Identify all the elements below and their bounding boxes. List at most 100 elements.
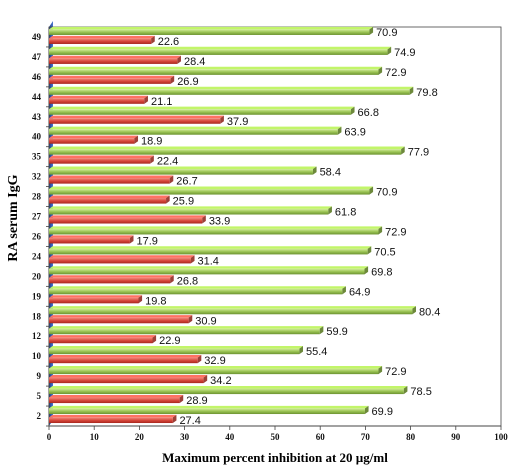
bar-series-2 <box>49 366 383 375</box>
y-tick-label: 2 <box>37 411 42 421</box>
data-label: 72.9 <box>385 226 406 238</box>
bar-series-2 <box>49 66 383 75</box>
bar-top-face <box>49 135 139 139</box>
bar-end-face <box>202 215 206 224</box>
data-label: 22.9 <box>159 335 180 347</box>
data-label: 21.1 <box>151 96 172 108</box>
bar-series-1 <box>49 195 170 204</box>
data-label: 25.9 <box>173 196 194 208</box>
bar-front-face <box>49 417 173 424</box>
bar-top-face <box>49 146 405 150</box>
data-label: 32.9 <box>204 355 225 367</box>
bar-top-face <box>49 106 355 110</box>
y-tick-label: 49 <box>32 32 42 42</box>
data-label: 69.8 <box>371 266 392 278</box>
bar-top-face <box>49 255 195 258</box>
bar-series-1 <box>49 95 148 104</box>
bar-front-face <box>49 178 170 184</box>
bar-series-2 <box>49 126 342 135</box>
bar-end-face <box>367 246 372 255</box>
bar-top-face <box>49 35 155 39</box>
y-tick-label: 18 <box>32 311 42 321</box>
bar-end-face <box>364 266 369 275</box>
bar-series-2 <box>49 106 355 115</box>
bar-series-2 <box>49 326 324 335</box>
bar-front-face <box>49 308 413 315</box>
bar-end-face <box>179 394 184 404</box>
data-label: 27.4 <box>179 415 200 427</box>
x-axis-label: Maximum percent inhibition at 20 µg/ml <box>162 450 388 465</box>
bar-end-face <box>172 414 177 424</box>
y-tick-label: 24 <box>32 251 42 261</box>
bar-end-face <box>328 206 332 215</box>
x-tick-labels: 0 10 20 30 40 50 60 70 80 90 100 <box>47 426 508 442</box>
bar-top-face <box>49 95 148 99</box>
bar-series-2 <box>49 385 408 395</box>
bar-end-face <box>350 106 355 115</box>
data-label: 61.8 <box>335 207 356 219</box>
bar-front-face <box>49 69 379 75</box>
bar-top-face <box>49 366 383 369</box>
bar-top-face <box>49 155 154 159</box>
bar-series-2 <box>49 246 372 255</box>
bar-front-face <box>49 257 191 264</box>
bar-series-1 <box>49 235 134 244</box>
bar-top-face <box>49 195 170 198</box>
data-label: 80.4 <box>419 306 440 318</box>
data-label: 72.9 <box>385 67 406 79</box>
data-label: 28.4 <box>184 56 205 68</box>
x-tick-label: 10 <box>90 432 100 442</box>
bar-front-face <box>49 388 404 395</box>
bar-front-face <box>49 78 171 84</box>
bar-front-face <box>49 408 365 415</box>
bar-top-face <box>49 326 324 329</box>
bar-front-face <box>49 268 365 275</box>
bar-front-face <box>49 138 135 144</box>
bar-top-face <box>49 266 369 269</box>
bar-front-face <box>49 368 379 375</box>
x-tick-label: 50 <box>271 432 281 442</box>
bar-top-face <box>49 126 342 130</box>
bar-end-face <box>190 255 195 264</box>
data-label: 70.9 <box>376 187 397 199</box>
bar-front-face <box>49 149 402 155</box>
bar-series-2 <box>49 226 383 235</box>
x-tick-label: 100 <box>494 432 508 442</box>
y-tick-label: 5 <box>37 391 42 401</box>
bar-top-face <box>49 394 184 398</box>
y-tick-label: 27 <box>32 212 42 222</box>
bar-front-face <box>49 228 379 235</box>
bar-top-face <box>49 275 174 278</box>
bar-series-1 <box>49 115 224 124</box>
bar-end-face <box>369 186 374 195</box>
bar-series-2 <box>49 26 374 35</box>
data-label: 63.9 <box>344 127 365 139</box>
bar-end-face <box>401 146 405 155</box>
data-label: 30.9 <box>195 315 216 327</box>
bar-series-2 <box>49 86 414 95</box>
bar-series-1 <box>49 215 206 224</box>
bar-front-face <box>49 98 145 104</box>
bar-top-face <box>49 346 304 349</box>
y-tick-label: 35 <box>32 152 42 162</box>
x-tick-label: 70 <box>361 432 371 442</box>
bar-front-face <box>49 49 388 55</box>
bar-end-face <box>138 295 143 304</box>
bar-top-face <box>49 226 383 229</box>
x-tick-label: 40 <box>225 432 235 442</box>
bar-top-face <box>49 246 372 249</box>
bar-end-face <box>403 385 408 395</box>
bar-series-1 <box>49 335 157 344</box>
y-tick-label: 46 <box>32 72 42 82</box>
bar-end-face <box>166 195 170 204</box>
data-labels-group: 27.4 69.9 28.9 78.5 34.2 72.9 32.9 55.4 22.9 59.9… <box>137 27 441 427</box>
data-label: 34.2 <box>210 375 231 387</box>
data-label: 37.9 <box>227 116 248 128</box>
bar-front-face <box>49 217 203 224</box>
bar-end-face <box>342 286 346 295</box>
bar-top-face <box>49 86 414 90</box>
bar-series-2 <box>49 46 392 55</box>
bar-front-face <box>49 357 198 364</box>
bar-end-face <box>188 315 193 324</box>
bar-top-face <box>49 235 134 238</box>
